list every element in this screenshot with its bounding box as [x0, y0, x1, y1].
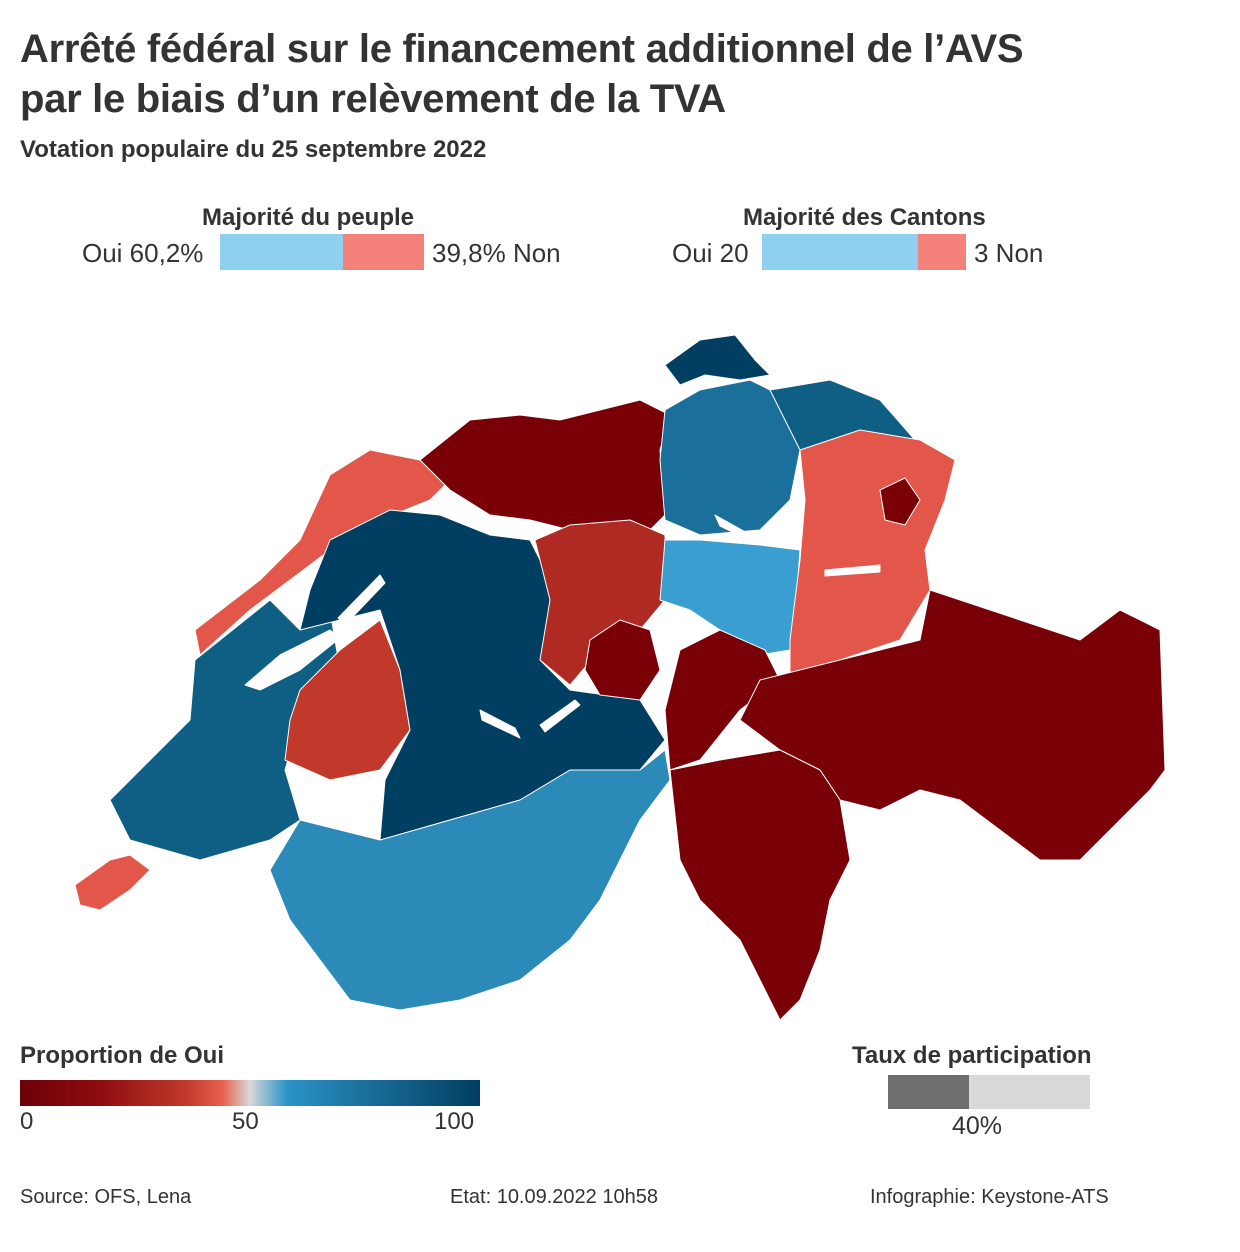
lake-neuchatel [337, 574, 386, 626]
lake-geneva [244, 629, 341, 691]
cantons-yes-bar [762, 234, 919, 270]
participation-fill-bar [888, 1075, 969, 1109]
footer-source: Source: OFS, Lena [20, 1186, 192, 1208]
title-line-2: par le biais d’un relèvement de la TVA [20, 77, 726, 121]
participation-rest-bar [968, 1075, 1090, 1109]
legend-tick-mid: 50 [232, 1108, 259, 1135]
legend-tick-max: 100 [434, 1108, 475, 1135]
people-no-bar [342, 234, 424, 270]
title-line-1: Arrêté fédéral sur le financement additi… [20, 27, 1024, 71]
footer-etat: Etat: 10.09.2022 10h58 [450, 1186, 658, 1208]
participation-value: 40% [952, 1112, 1003, 1140]
people-majority-heading: Majorité du peuple [202, 204, 415, 231]
participation-title: Taux de participation [852, 1042, 1092, 1069]
lake-brienz [539, 699, 581, 733]
legend-gradient-bar [20, 1080, 480, 1106]
footer-credit: Infographie: Keystone-ATS [870, 1186, 1109, 1208]
lake-thun [479, 709, 521, 739]
region-obwalden [584, 619, 661, 701]
switzerland-map [74, 334, 1166, 1021]
legend-title: Proportion de Oui [20, 1042, 224, 1069]
region-schaffhausen [664, 334, 771, 386]
region-zurich [659, 379, 801, 536]
legend-tick-min: 0 [20, 1108, 34, 1135]
cantons-no-label: 3 Non [974, 238, 1044, 268]
cantons-majority-heading: Majorité des Cantons [743, 204, 986, 231]
region-valais [269, 749, 671, 1011]
chart-title: Arrêté fédéral sur le financement additi… [20, 24, 1220, 124]
lake-walensee [824, 564, 881, 577]
region-jura-arc [194, 449, 451, 656]
region-fribourg [284, 619, 411, 781]
region-northwest [419, 399, 671, 541]
region-uri [664, 629, 781, 771]
region-geneva [74, 854, 151, 911]
region-appenzell [879, 477, 921, 526]
cantons-no-bar [918, 234, 966, 270]
chart-subtitle: Votation populaire du 25 septembre 2022 [20, 136, 487, 163]
people-no-label: 39,8% Non [432, 238, 561, 268]
people-yes-label: Oui 60,2% [82, 238, 204, 268]
cantons-yes-label: Oui 20 [672, 238, 749, 268]
people-yes-bar [220, 234, 343, 270]
region-ticino [669, 749, 851, 1021]
